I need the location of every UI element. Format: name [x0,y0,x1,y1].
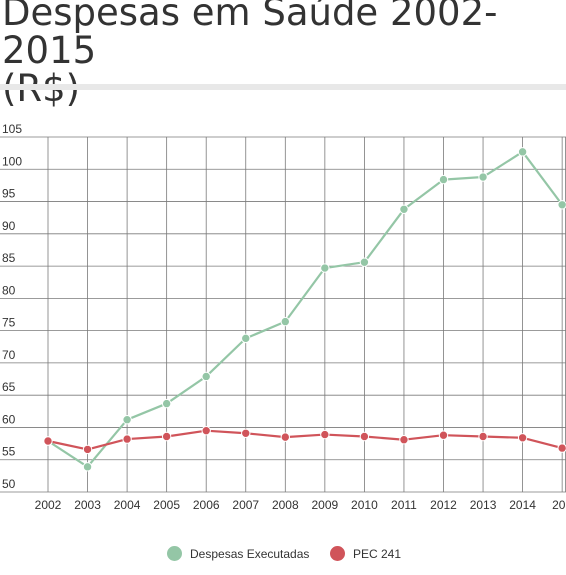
data-point-despesas[interactable] [399,204,409,214]
data-point-pec[interactable] [359,431,370,442]
data-point-despesas[interactable] [161,398,172,409]
data-point-pec[interactable] [438,430,449,440]
legend-item-despesas[interactable]: Despesas Executadas [167,546,309,561]
data-point-despesas[interactable] [557,200,566,210]
y-tick-label: 90 [2,219,16,233]
data-point-despesas[interactable] [320,263,330,273]
data-point-pec[interactable] [280,432,290,442]
data-point-pec[interactable] [241,428,251,438]
x-tick-label: 2010 [351,498,378,512]
x-tick-label: 2005 [153,498,180,512]
x-tick-label: 2002 [35,498,62,512]
legend-label-pec: PEC 241 [353,546,402,561]
legend-marker-despesas [167,546,182,561]
title-separator [0,84,566,90]
series-group [43,147,566,472]
y-tick-label: 105 [2,122,22,136]
legend: Despesas Executadas PEC 241 [0,546,566,566]
y-tick-label: 70 [2,348,16,362]
data-point-pec[interactable] [161,431,172,442]
x-tick-label: 2004 [114,498,141,512]
y-tick-label: 60 [2,412,16,426]
data-point-pec[interactable] [320,429,330,440]
data-point-despesas[interactable] [280,316,290,327]
y-tick-label: 95 [2,187,16,201]
grid-lines [0,136,566,493]
data-point-despesas[interactable] [478,172,488,182]
x-tick-label: 201 [552,498,566,512]
legend-item-pec[interactable]: PEC 241 [330,546,401,561]
data-point-pec[interactable] [399,435,409,445]
legend-label-despesas: Despesas Executadas [190,546,310,561]
x-tick-label: 2013 [470,498,497,512]
data-point-pec[interactable] [122,434,132,444]
data-point-despesas[interactable] [359,257,370,267]
y-tick-label: 85 [2,251,16,265]
x-tick-label: 2012 [430,498,457,512]
x-tick-label: 2009 [311,498,338,512]
data-point-despesas[interactable] [201,371,211,382]
chart-title-line-1: Despesas em Saúde 2002-2015 [2,0,498,72]
data-point-despesas[interactable] [241,333,251,344]
y-tick-label: 75 [2,316,16,330]
y-tick-label: 80 [2,283,16,297]
y-axis-ticks: 50 55 60 65 70 75 80 85 90 95 100 105 [2,122,22,491]
data-point-despesas[interactable] [122,415,132,425]
series-line-despesas [47,150,564,468]
x-tick-label: 2003 [74,498,101,512]
series-line-pec [47,429,563,451]
data-point-pec[interactable] [557,443,566,453]
data-point-pec[interactable] [82,444,93,455]
y-tick-label: 55 [2,445,16,459]
data-point-pec[interactable] [517,433,528,443]
legend-marker-pec [330,546,345,561]
data-point-pec[interactable] [478,431,488,442]
data-point-pec[interactable] [43,436,53,446]
x-tick-label: 2008 [272,498,299,512]
y-tick-label: 65 [2,380,16,394]
data-point-despesas[interactable] [517,147,528,157]
x-tick-label: 2011 [391,498,417,512]
x-tick-label: 2007 [232,498,259,512]
data-point-despesas[interactable] [82,462,93,472]
x-axis-ticks: 2002 2003 2004 2005 2006 2007 2008 2009 2010 2011… [35,498,566,512]
x-tick-label: 2014 [509,498,536,512]
y-tick-label: 100 [2,154,22,168]
y-tick-label: 50 [2,477,16,491]
data-point-pec[interactable] [201,425,211,436]
chart-title: Despesas em Saúde 2002-2015 (R$) [2,0,566,108]
data-point-despesas[interactable] [438,174,449,185]
x-tick-label: 2006 [193,498,220,512]
